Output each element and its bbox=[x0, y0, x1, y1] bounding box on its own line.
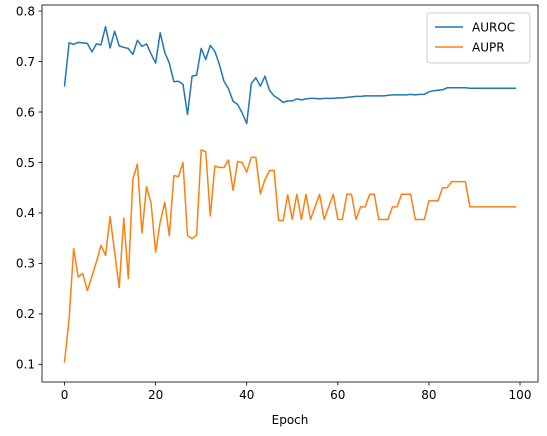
y-tick-label: 0.1 bbox=[16, 358, 35, 372]
y-tick-label: 0.2 bbox=[16, 307, 35, 321]
y-tick-label: 0.5 bbox=[16, 156, 35, 170]
series-line-aupr bbox=[63, 149, 517, 363]
legend-box bbox=[426, 12, 531, 64]
y-tick-label: 0.4 bbox=[16, 206, 35, 220]
series-layer bbox=[63, 25, 517, 363]
plot-area bbox=[42, 5, 538, 382]
y-tick-label: 0.6 bbox=[16, 105, 35, 119]
plot-frame bbox=[41, 4, 539, 383]
x-tick-label: 80 bbox=[421, 388, 436, 402]
y-tick-label: 0.7 bbox=[16, 55, 35, 69]
legend-label-aupr: AUPR bbox=[472, 40, 505, 54]
legend-label-auroc: AUROC bbox=[472, 20, 515, 34]
x-tick-label: 40 bbox=[239, 388, 254, 402]
y-tick-label: 0.8 bbox=[16, 4, 35, 18]
y-tick-label: 0.3 bbox=[16, 257, 35, 271]
series-line-auroc bbox=[63, 25, 517, 125]
x-tick-label: 20 bbox=[148, 388, 163, 402]
legend: AUROC AUPR bbox=[426, 12, 531, 64]
x-tick-label: 60 bbox=[330, 388, 345, 402]
x-tick-label: 100 bbox=[509, 388, 532, 402]
y-axis-ticks: 0.1 0.2 0.3 0.4 0.5 0.6 0.7 0.8 bbox=[16, 4, 42, 372]
x-axis-label: Epoch bbox=[272, 413, 309, 427]
x-axis-ticks: 0 20 40 60 80 100 bbox=[61, 382, 532, 402]
x-tick-label: 0 bbox=[61, 388, 69, 402]
